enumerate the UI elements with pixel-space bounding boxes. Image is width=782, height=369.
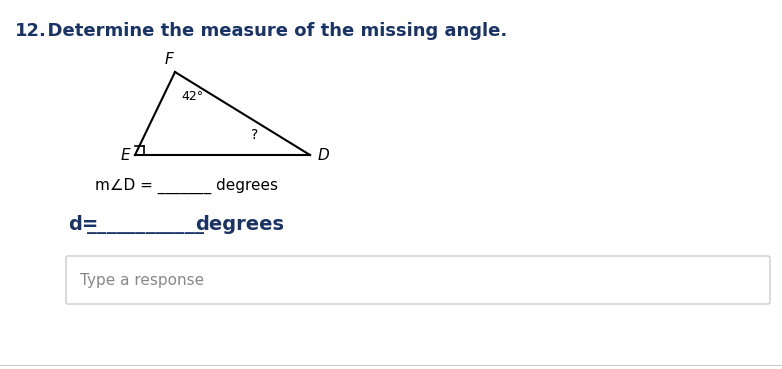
Text: ____________: ____________ [87, 215, 204, 234]
Text: F: F [164, 52, 173, 67]
Text: ?: ? [251, 128, 259, 142]
Text: 12.: 12. [15, 22, 47, 40]
Text: degrees: degrees [195, 215, 284, 234]
FancyBboxPatch shape [66, 256, 770, 304]
Text: D: D [318, 148, 330, 162]
Text: 42°: 42° [181, 90, 203, 103]
Text: Determine the measure of the missing angle.: Determine the measure of the missing ang… [35, 22, 508, 40]
Text: Type a response: Type a response [80, 272, 204, 287]
Text: E: E [120, 148, 130, 162]
Text: d=: d= [68, 215, 99, 234]
Text: m∠D = _______ degrees: m∠D = _______ degrees [95, 178, 278, 194]
